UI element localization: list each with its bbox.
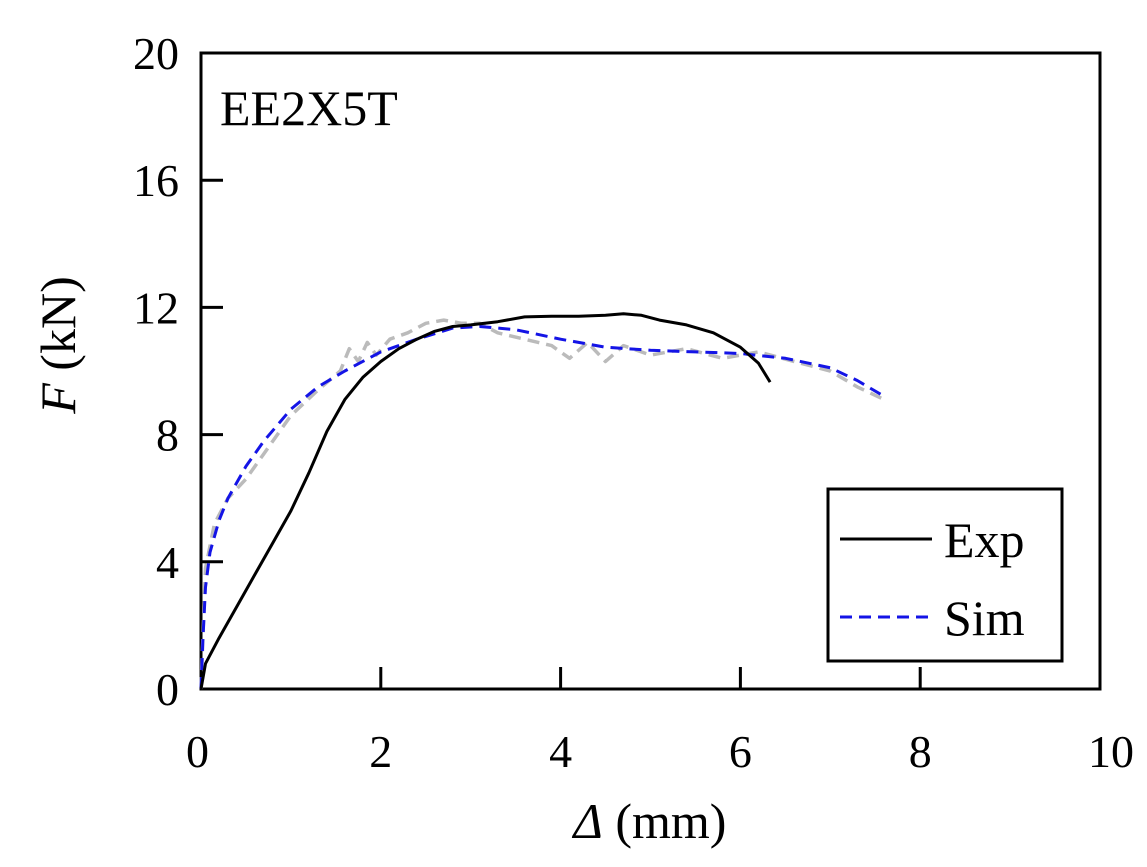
y-axis-unit: (kN) <box>30 276 86 370</box>
x-axis-symbol: Δ <box>572 793 603 849</box>
y-axis: 0 4 8 12 16 20 <box>133 28 223 715</box>
legend-box <box>826 487 1064 663</box>
panel-label: EE2X5T <box>220 80 398 136</box>
x-tick-label: 8 <box>909 726 932 777</box>
y-tick-label: 12 <box>133 282 179 333</box>
x-tick-label: 2 <box>369 726 392 777</box>
y-tick-label: 4 <box>156 537 179 588</box>
legend: Exp Sim <box>826 487 1064 663</box>
series-line-reference-2 <box>199 318 885 690</box>
x-tick-label: 0 <box>186 726 209 777</box>
y-tick-label: 8 <box>156 410 179 461</box>
y-tick-label: 0 <box>156 664 179 715</box>
y-tick-label: 16 <box>133 155 179 206</box>
x-axis: 0 2 4 6 8 10 <box>186 667 1134 777</box>
plot-frame <box>199 51 1102 691</box>
x-tick-label: 10 <box>1088 726 1134 777</box>
y-axis-label: F (kN) <box>30 276 86 414</box>
x-tick-label: 4 <box>549 726 572 777</box>
series-line-sim <box>199 325 885 690</box>
series-line-exp <box>199 312 772 690</box>
x-axis-unit: (mm) <box>615 793 726 849</box>
x-axis-label: Δ (mm) <box>572 793 727 849</box>
legend-label-sim: Sim <box>944 590 1025 646</box>
legend-label-exp: Exp <box>944 512 1025 568</box>
x-tick-label: 6 <box>729 726 752 777</box>
y-axis-symbol: F <box>30 383 86 415</box>
y-tick-label: 20 <box>133 28 179 79</box>
series-layer <box>199 312 885 690</box>
